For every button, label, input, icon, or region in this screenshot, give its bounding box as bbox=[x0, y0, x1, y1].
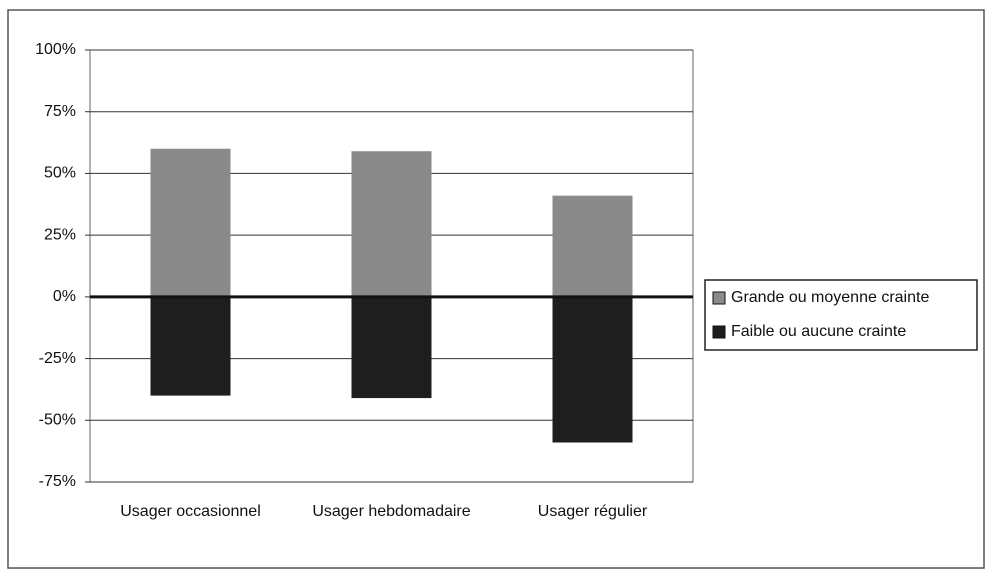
bar bbox=[150, 148, 231, 297]
y-tick-label: -50% bbox=[39, 412, 76, 429]
legend-swatch bbox=[712, 291, 726, 305]
legend-box bbox=[704, 279, 978, 351]
bar bbox=[351, 151, 432, 297]
y-tick-label: 100% bbox=[35, 41, 76, 58]
bar bbox=[351, 296, 432, 399]
y-tick-label: 0% bbox=[53, 288, 76, 305]
y-tick-label: -25% bbox=[39, 350, 76, 367]
x-tick-label: Usager hebdomadaire bbox=[312, 503, 470, 520]
bar bbox=[552, 195, 633, 297]
y-tick-label: -75% bbox=[39, 473, 76, 490]
legend-label: Grande ou moyenne crainte bbox=[731, 289, 929, 306]
x-tick-label: Usager régulier bbox=[538, 503, 648, 520]
y-tick-label: 50% bbox=[44, 165, 76, 182]
legend-swatch bbox=[712, 325, 726, 339]
y-tick-label: 75% bbox=[44, 103, 76, 120]
x-tick-label: Usager occasionnel bbox=[120, 503, 261, 520]
bar bbox=[150, 296, 231, 396]
bar bbox=[552, 296, 633, 443]
y-tick-label: 25% bbox=[44, 226, 76, 243]
legend-label: Faible ou aucune crainte bbox=[731, 323, 906, 340]
chart-border bbox=[7, 9, 985, 569]
